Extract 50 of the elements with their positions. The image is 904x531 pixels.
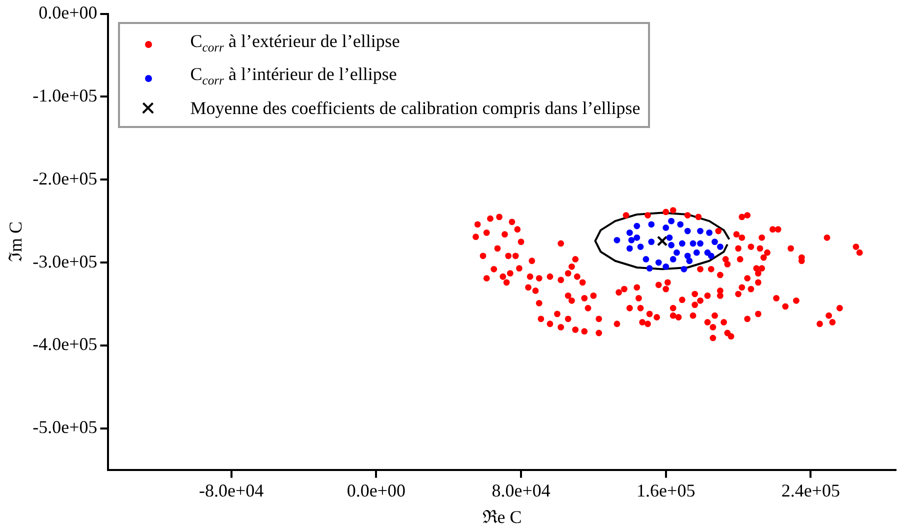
point <box>693 249 700 256</box>
point <box>655 259 662 266</box>
point <box>648 238 655 245</box>
point <box>668 242 674 248</box>
point <box>656 236 668 246</box>
x-tick-label: 0.0e+00 <box>346 480 406 500</box>
point <box>626 245 633 252</box>
x-tick-label: 2.4e+05 <box>781 480 840 500</box>
point <box>680 266 688 272</box>
point <box>706 229 713 236</box>
point <box>674 249 680 256</box>
y-tick-label: -3.0e+05 <box>32 251 98 272</box>
y-axis-title: ℑm C <box>6 222 26 262</box>
legend-label: C$_{corr}$ à l’intérieur de l’ellipse <box>190 63 397 90</box>
point <box>628 236 635 244</box>
point <box>666 234 673 241</box>
y-tick-label: -4.0e+05 <box>32 334 98 354</box>
point <box>634 234 640 241</box>
point <box>626 229 633 236</box>
point <box>614 236 620 244</box>
x-tick-label: -8.0e+04 <box>199 480 264 500</box>
point <box>678 240 686 247</box>
point <box>716 244 724 250</box>
point <box>684 252 691 260</box>
point <box>708 252 714 260</box>
legend-label: Moyenne des coefficients de calibration compris dans l’ellipse <box>190 96 640 120</box>
x-tick-label: 8.0e+04 <box>492 480 550 500</box>
point <box>648 221 655 228</box>
point <box>690 240 696 247</box>
point <box>684 228 691 234</box>
point <box>670 256 676 262</box>
point <box>677 221 684 228</box>
y-tick-label: 0.0e+00 <box>38 2 98 23</box>
point <box>642 256 650 262</box>
legend-label: C$_{corr}$ à l’extérieur de l’ellipse <box>190 30 400 56</box>
y-tick-label: -2.0e+05 <box>32 168 98 188</box>
y-tick-label: -5.0e+05 <box>32 417 98 438</box>
y-tick-label: -1.0e+05 <box>32 85 98 106</box>
x-axis-title: ℜe C <box>482 506 522 527</box>
point <box>686 258 693 264</box>
point <box>634 222 640 230</box>
point <box>662 224 670 231</box>
point <box>697 228 704 234</box>
point <box>662 263 670 270</box>
point <box>712 238 718 245</box>
point <box>668 218 674 224</box>
point <box>637 244 644 250</box>
x-tick-label: 1.6e+05 <box>636 480 696 500</box>
point <box>646 265 653 272</box>
point <box>697 240 704 247</box>
